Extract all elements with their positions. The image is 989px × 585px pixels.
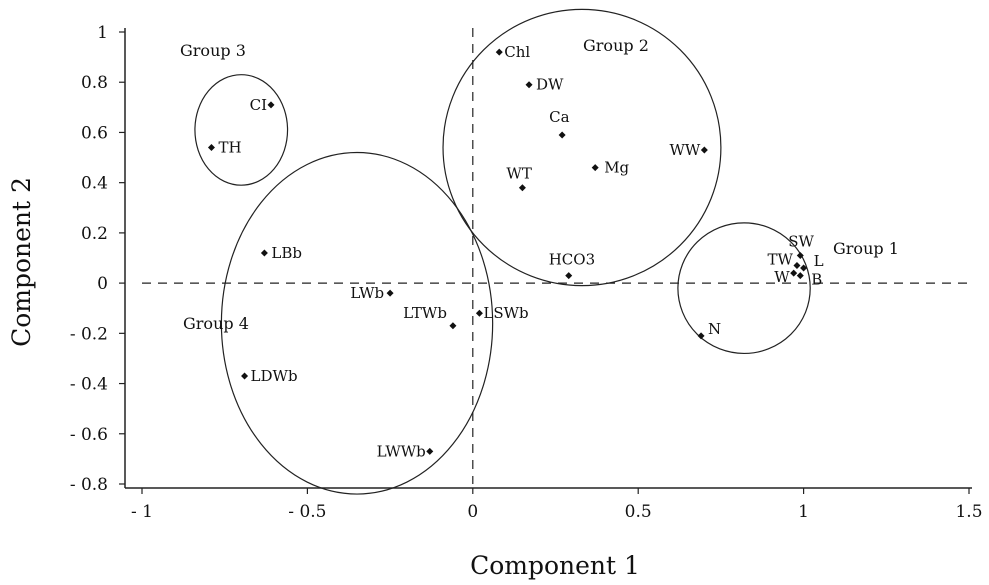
y-tick-label: 0.4 [81,174,108,194]
y-tick-label: 0.6 [81,123,108,143]
group-ellipse [442,8,722,287]
data-point [565,272,573,280]
y-tick-label: - 0.8 [70,475,108,495]
data-point-label: SW [788,232,814,250]
data-point [475,309,483,317]
y-axis-title: Component 2 [7,177,36,347]
data-point-label: LWb [350,284,384,302]
data-point [386,289,394,297]
data-point-label: LWWb [377,442,426,460]
data-points: Chl DW Ca WW Mg WT HCO3 CI TH LBb LWb LTWb LSWb LDWb L… [207,43,824,460]
data-point [241,372,249,380]
x-tick-label: 1.5 [955,502,982,522]
x-tick-label: 0.5 [625,502,652,522]
data-point [697,332,705,340]
group-label: Group 4 [183,314,249,333]
y-tick-label: - 0.4 [70,375,108,395]
data-point [426,447,434,455]
data-point-label: WW [670,141,701,159]
data-point-label: WT [506,165,531,183]
data-point [793,262,801,270]
data-point-label: TW [768,251,794,269]
y-tick-label: - 0.2 [70,324,108,344]
data-point-label: W [774,268,790,286]
chart-frame [124,28,972,489]
y-tick-label: 0.8 [81,73,108,93]
group-labels: Group 1 Group 2 Group 3 Group 4 [180,36,899,333]
x-tick-label: - 1 [131,502,153,522]
y-tick-label: - 0.6 [70,425,108,445]
tick-labels: - 1 - 0.5 0 0.5 1 1.5 1 0.8 0.6 0.4 0.2 0 - 0.2 - 0.4… [70,23,983,522]
data-point-label: LSWb [483,304,528,322]
x-tick-label: 1 [798,502,809,522]
x-tick-label: 0 [467,502,478,522]
data-point [558,131,566,139]
data-point-label: Chl [504,43,530,61]
data-point [525,81,533,89]
data-point-label: LBb [271,244,302,262]
y-tick-label: 0.2 [81,224,108,244]
data-point [790,269,798,277]
data-point-label: CI [250,96,267,114]
data-point [207,144,215,152]
data-point-label: LTWb [403,304,447,322]
group-label: Group 2 [583,36,649,55]
data-point [700,146,708,154]
group-label: Group 1 [833,239,899,258]
group-label: Group 3 [180,41,246,60]
data-point [591,164,599,172]
data-point [267,101,275,109]
data-point [495,48,503,56]
data-point-label: L [814,252,824,270]
data-point-label: Ca [549,108,569,126]
data-point-label: TH [218,139,241,157]
reference-lines [142,28,972,484]
data-point-label: DW [536,76,564,94]
data-point-label: B [811,271,822,289]
group-ellipse [677,222,811,355]
data-point [260,249,268,257]
data-point [796,272,804,280]
data-point-label: N [708,320,721,338]
group-ellipse [220,151,494,495]
group-ellipses [194,8,811,495]
data-point-label: HCO3 [549,251,595,269]
data-point-label: Mg [604,159,629,177]
y-tick-label: 0 [97,274,108,294]
data-point [800,264,808,272]
x-axis-title: Component 1 [470,551,640,580]
y-tick-label: 1 [97,23,108,43]
data-point [518,184,526,192]
group-ellipse [194,74,289,186]
data-point [796,251,804,259]
data-point [449,322,457,330]
x-tick-label: - 0.5 [288,502,326,522]
data-point-label: LDWb [251,367,298,385]
